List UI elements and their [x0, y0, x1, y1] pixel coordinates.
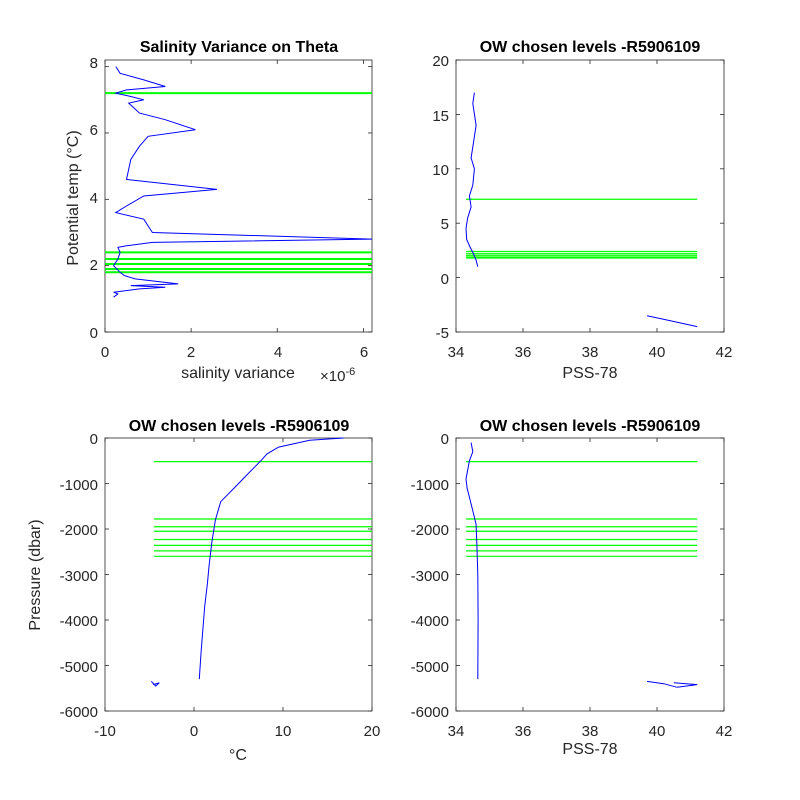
- panel3-ytick: -5000: [60, 659, 98, 676]
- panel1-xtick: 0: [101, 344, 109, 361]
- panel3-ytick: -4000: [60, 613, 98, 630]
- panel2-xtick: 34: [448, 344, 465, 361]
- profile-series-line: [112, 66, 373, 298]
- panel-pressure-vs-temperature: OW chosen levels -R5906109 -10 0 10 20 -…: [27, 418, 380, 764]
- panel3-ytick-labels: -6000 -5000 -4000 -3000 -2000 -1000 0: [60, 431, 98, 721]
- panel2-ytick: 10: [432, 162, 449, 179]
- panel1-xtick-labels: 0 2 4 6: [101, 344, 368, 361]
- panel4-title: OW chosen levels -R5906109: [480, 418, 701, 435]
- plot-frame: [104, 59, 373, 333]
- panel2-ytick: 0: [441, 271, 449, 288]
- panel4-ytick: -2000: [411, 522, 449, 539]
- panel2-title: OW chosen levels -R5906109: [480, 39, 701, 56]
- panel-theta-vs-salinity: OW chosen levels -R5906109 34 36 38 40 4…: [432, 39, 732, 382]
- panel4-xtick: 36: [515, 723, 532, 740]
- plot-frame: [455, 59, 725, 333]
- profile-series-line: [646, 315, 698, 328]
- panel2-xtick: 36: [515, 344, 532, 361]
- panel3-xlabel: °C: [229, 747, 247, 764]
- panel-pressure-vs-salinity: OW chosen levels -R5906109 34 36 38 40 4…: [411, 418, 733, 758]
- panel4-ytick: -6000: [411, 704, 449, 721]
- panel3-ytick: 0: [90, 431, 98, 448]
- panel1-xtick: 6: [360, 344, 368, 361]
- panel1-xlabel: salinity variance: [181, 365, 295, 382]
- panel4-ytick: -1000: [411, 477, 449, 494]
- panel2-xtick: 42: [716, 344, 733, 361]
- panel4-ytick-labels: -6000 -5000 -4000 -3000 -2000 -1000 0: [411, 431, 449, 721]
- panel1-ylabel: Potential temp (°C): [65, 130, 82, 265]
- panel3-xtick: 0: [190, 723, 198, 740]
- panel3-ytick: -6000: [60, 704, 98, 721]
- panel3-ylabel: Pressure (dbar): [27, 519, 44, 630]
- panel3-ytick: -2000: [60, 522, 98, 539]
- panel1-ytick: 4: [90, 190, 98, 207]
- panel1-title: Salinity Variance on Theta: [140, 39, 338, 56]
- panel4-xtick-labels: 34 36 38 40 42: [448, 723, 733, 740]
- panel1-xtick: 4: [274, 344, 282, 361]
- plot-frame: [104, 437, 373, 712]
- panel2-plot: [455, 59, 725, 333]
- panel4-plot: [455, 437, 725, 712]
- panel3-xtick: -10: [94, 723, 116, 740]
- profile-series-line: [646, 680, 698, 688]
- panel3-ytick: -1000: [60, 477, 98, 494]
- panel4-ytick: -4000: [411, 613, 449, 630]
- panel2-ytick-labels: -5 0 5 10 15 20: [432, 53, 449, 342]
- panel2-ytick: -5: [436, 325, 449, 342]
- panel2-xtick: 38: [582, 344, 599, 361]
- plot-frame: [455, 437, 725, 712]
- panel1-plot: [104, 59, 373, 333]
- panel4-ytick: 0: [441, 431, 449, 448]
- panel4-xtick: 40: [649, 723, 666, 740]
- panel1-x-exponent: ×10-6: [320, 366, 355, 385]
- panel1-ytick: 0: [90, 325, 98, 342]
- panel3-xtick-labels: -10 0 10 20: [94, 723, 380, 740]
- panel3-ytick: -3000: [60, 568, 98, 585]
- panel2-xlabel: PSS-78: [562, 365, 617, 382]
- panel1-xtick: 2: [187, 344, 195, 361]
- panel2-ytick: 15: [432, 108, 449, 125]
- panel1-ytick: 2: [90, 257, 98, 274]
- panel2-ytick: 5: [441, 216, 449, 233]
- profile-series-line: [465, 92, 479, 267]
- profile-series-line: [198, 437, 344, 680]
- profile-series-line: [465, 442, 479, 680]
- panel4-ytick: -5000: [411, 659, 449, 676]
- panel2-ytick: 20: [432, 53, 449, 70]
- panel1-ytick: 8: [90, 55, 98, 72]
- panel4-xlabel: PSS-78: [562, 741, 617, 758]
- panel1-ytick-labels: 0 2 4 6 8: [90, 55, 98, 342]
- panel3-xtick: 20: [364, 723, 381, 740]
- panel1-ytick: 6: [90, 122, 98, 139]
- panel-salinity-variance: Salinity Variance on Theta 0 2 4 6 0 2 4…: [65, 39, 373, 385]
- panel4-xtick: 42: [716, 723, 733, 740]
- panel3-title: OW chosen levels -R5906109: [129, 418, 350, 435]
- panel4-xtick: 34: [448, 723, 465, 740]
- panel3-xtick: 10: [275, 723, 292, 740]
- panel2-xtick: 40: [649, 344, 666, 361]
- panel2-xtick-labels: 34 36 38 40 42: [448, 344, 733, 361]
- profile-series-line: [150, 681, 160, 687]
- panel4-xtick: 38: [582, 723, 599, 740]
- panel4-ytick: -3000: [411, 568, 449, 585]
- panel3-plot: [104, 437, 373, 712]
